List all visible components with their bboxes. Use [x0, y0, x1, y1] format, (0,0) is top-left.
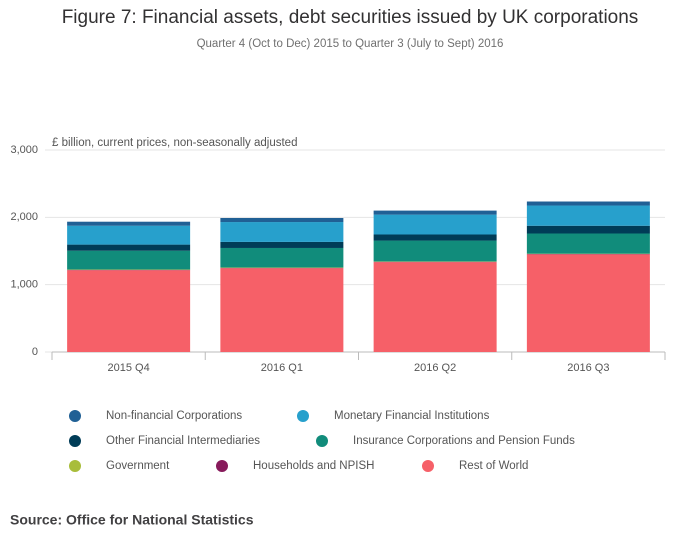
bar-segment	[67, 250, 191, 270]
legend-label: Other Financial Intermediaries	[106, 435, 260, 447]
bar-segment	[67, 270, 191, 352]
bar-segment	[220, 247, 344, 268]
y-tick-label: 1,000	[10, 279, 38, 291]
legend-label: Non-financial Corporations	[106, 410, 242, 422]
bar-segment	[526, 201, 650, 206]
legend-label: Households and NPISH	[253, 460, 374, 472]
legend-marker	[216, 460, 228, 472]
chart-subtitle: Quarter 4 (Oct to Dec) 2015 to Quarter 3…	[197, 38, 504, 50]
x-tick-label: 2016 Q1	[261, 362, 303, 374]
legend-label: Monetary Financial Institutions	[334, 410, 490, 422]
legend-label: Insurance Corporations and Pension Funds	[353, 435, 575, 447]
y-tick-label: 3,000	[10, 144, 38, 156]
legend-label: Rest of World	[459, 460, 528, 472]
x-tick-label: 2015 Q4	[108, 362, 150, 374]
legend-marker	[297, 410, 309, 422]
bar-segment	[373, 214, 497, 235]
legend-marker	[422, 460, 434, 472]
bar-segment	[67, 221, 191, 226]
y-tick-label: 2,000	[10, 211, 38, 223]
bar-segment	[526, 225, 650, 234]
bar-segment	[526, 254, 650, 352]
bar-segment	[67, 244, 191, 251]
x-tick-label: 2016 Q3	[567, 362, 609, 374]
x-tick-label: 2016 Q2	[414, 362, 456, 374]
source: Source: Office for National Statistics	[10, 512, 254, 528]
bar-segment	[373, 234, 497, 241]
legend-marker	[316, 435, 328, 447]
legend-label: Government	[106, 460, 170, 472]
y-axis-label: £ billion, current prices, non-seasonall…	[52, 137, 297, 149]
bar-segment	[373, 210, 497, 215]
bar-segment	[373, 240, 497, 262]
bar-segment	[373, 262, 497, 352]
bar-segment	[220, 218, 344, 223]
bar-segment	[526, 205, 650, 226]
legend-marker	[69, 435, 81, 447]
chart-title: Figure 7: Financial assets, debt securit…	[62, 7, 639, 28]
bar-segment	[526, 233, 650, 254]
bar-segment	[220, 241, 344, 248]
legend-marker	[69, 460, 81, 472]
bar-segment	[220, 222, 344, 242]
bar-segment	[220, 268, 344, 352]
y-tick-label: 0	[32, 346, 38, 358]
legend-marker	[69, 410, 81, 422]
bar-segment	[67, 225, 191, 245]
